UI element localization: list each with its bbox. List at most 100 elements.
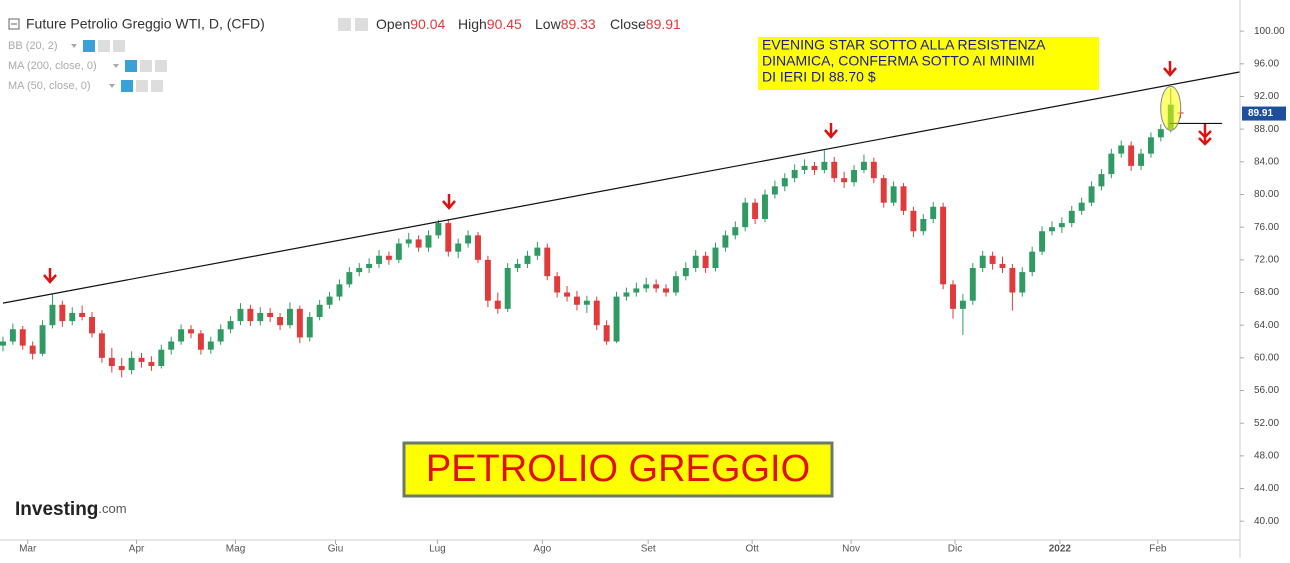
candle-body bbox=[524, 255, 531, 264]
x-tick-label: 2022 bbox=[1049, 544, 1072, 555]
candle-body bbox=[1147, 137, 1154, 154]
ohlc-header-item: Low89.33 bbox=[535, 16, 596, 32]
last-price-label: 89.91 bbox=[1248, 108, 1273, 119]
last-price-box bbox=[1242, 106, 1286, 121]
collapse-icon[interactable] bbox=[8, 18, 20, 30]
candle-body bbox=[356, 268, 363, 273]
candle-body bbox=[583, 300, 590, 305]
annotation-line: DI IERI DI 88.70 $ bbox=[762, 69, 876, 85]
candle-body bbox=[762, 194, 768, 219]
candle-body bbox=[821, 161, 828, 170]
candle-body bbox=[1138, 153, 1145, 166]
candle-body bbox=[544, 247, 551, 277]
banner-box bbox=[402, 441, 834, 498]
candle-body bbox=[118, 366, 125, 371]
indicator-close[interactable] bbox=[151, 80, 163, 92]
indicator-eye[interactable] bbox=[125, 60, 137, 72]
candle-body bbox=[445, 223, 452, 252]
candle-body bbox=[930, 206, 937, 219]
candle-body bbox=[39, 325, 46, 354]
indicator-settings[interactable] bbox=[136, 80, 148, 92]
y-tick-label: 84.00 bbox=[1254, 156, 1279, 167]
chart-title: Future Petrolio Greggio WTI, D, (CFD) bbox=[26, 16, 265, 32]
candle-body bbox=[910, 210, 917, 232]
candle-body bbox=[722, 235, 729, 248]
arrow bbox=[442, 194, 456, 210]
candle-body bbox=[227, 321, 234, 330]
y-tick-label: 64.00 bbox=[1254, 320, 1279, 331]
candle-body bbox=[504, 268, 511, 309]
candle-body bbox=[286, 308, 293, 326]
candle-body bbox=[277, 317, 284, 326]
candle-body bbox=[920, 219, 927, 232]
indicator-settings[interactable] bbox=[98, 40, 110, 52]
candle-body bbox=[267, 312, 274, 318]
candle-body bbox=[376, 255, 382, 264]
candle-body bbox=[672, 276, 679, 293]
candle-body bbox=[1019, 272, 1026, 293]
candle-body bbox=[89, 317, 96, 334]
indicator-settings[interactable] bbox=[140, 60, 152, 72]
candle-body bbox=[791, 169, 798, 179]
indicator-dropdown bbox=[109, 84, 115, 88]
candle-body bbox=[573, 296, 580, 305]
plot-area bbox=[0, 71, 1240, 378]
candle-body bbox=[771, 186, 778, 195]
candle-body bbox=[732, 227, 739, 236]
candle-body bbox=[237, 308, 244, 322]
candle-body bbox=[158, 349, 165, 367]
candle-body bbox=[1029, 251, 1036, 273]
x-tick-label: Nov bbox=[842, 544, 860, 555]
indicator-label: MA (200, close, 0) bbox=[8, 60, 97, 72]
y-tick-label: 88.00 bbox=[1254, 124, 1279, 135]
annotation-box bbox=[758, 37, 1099, 90]
candle-body bbox=[425, 235, 432, 248]
candle-body bbox=[395, 243, 402, 260]
candle-body bbox=[494, 300, 501, 309]
candle-body bbox=[207, 341, 214, 350]
candle-body bbox=[346, 272, 353, 285]
indicator-close[interactable] bbox=[155, 60, 167, 72]
candle-body bbox=[415, 239, 422, 248]
candle-body bbox=[969, 268, 976, 301]
y-tick-label: 68.00 bbox=[1254, 287, 1279, 298]
candle-body bbox=[781, 178, 788, 187]
indicator-close[interactable] bbox=[113, 40, 125, 52]
ohlc-header-item: Open90.04 bbox=[376, 16, 445, 32]
y-tick-label: 60.00 bbox=[1254, 352, 1279, 363]
candle-body bbox=[1009, 268, 1016, 293]
candle-body bbox=[168, 341, 175, 350]
candle-body bbox=[69, 312, 76, 322]
candle-body bbox=[989, 255, 996, 264]
header-icon bbox=[338, 18, 351, 31]
candle-body bbox=[59, 304, 66, 322]
candle-body bbox=[950, 284, 956, 309]
candle-body bbox=[316, 304, 323, 318]
y-tick-label: 80.00 bbox=[1254, 189, 1279, 200]
y-tick-label: 40.00 bbox=[1254, 516, 1279, 527]
candle-body bbox=[247, 308, 254, 322]
candle-body bbox=[455, 243, 462, 252]
x-tick-label: Giu bbox=[328, 544, 344, 555]
candle-body bbox=[49, 304, 56, 326]
candle-body bbox=[979, 255, 986, 269]
candle-body bbox=[306, 317, 313, 338]
indicator-eye[interactable] bbox=[83, 40, 95, 52]
ohlc-header: Open90.04 High90.45 Low89.33 Close89.91 bbox=[338, 16, 681, 32]
candle-body bbox=[138, 357, 145, 362]
y-tick-label: 100.00 bbox=[1254, 26, 1285, 37]
candle-body bbox=[1078, 202, 1085, 211]
annotation-line: EVENING STAR SOTTO ALLA RESISTENZA bbox=[762, 37, 1046, 53]
candle-body bbox=[643, 284, 650, 289]
candle-body bbox=[663, 288, 669, 293]
candle-body bbox=[326, 296, 333, 305]
candle-body bbox=[1098, 174, 1105, 187]
candle-body bbox=[999, 263, 1006, 269]
banner-text: PETROLIO GREGGIO bbox=[426, 448, 810, 490]
indicator-eye[interactable] bbox=[121, 80, 133, 92]
candle-body bbox=[880, 178, 887, 203]
x-tick-label: Ago bbox=[533, 544, 551, 555]
candle-body bbox=[1039, 231, 1046, 252]
candle-body bbox=[366, 263, 373, 269]
candle-body bbox=[851, 169, 858, 183]
